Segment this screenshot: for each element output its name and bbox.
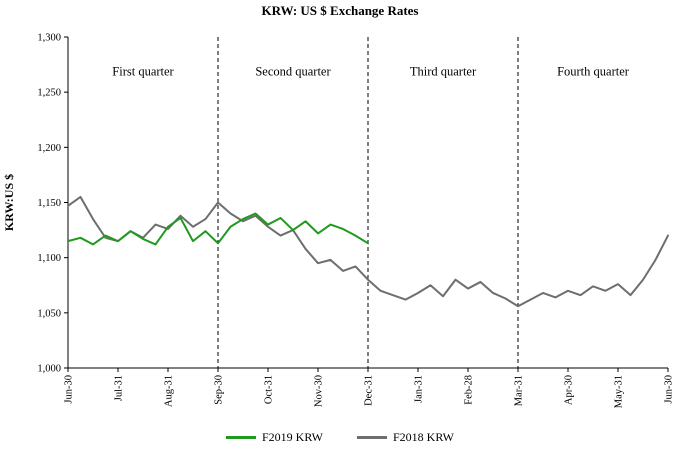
x-tick-label: May-31 bbox=[614, 375, 625, 408]
x-tick-label: Nov-30 bbox=[314, 375, 325, 407]
chart-legend: F2019 KRW F2018 KRW bbox=[0, 426, 680, 448]
legend-line-swatch-f2018 bbox=[357, 435, 387, 439]
legend-line-swatch-f2019 bbox=[225, 435, 256, 439]
chart-plot-area: First quarter Second quarter Third quarter… bbox=[2, 33, 675, 409]
y-tick-label: 1,250 bbox=[37, 88, 61, 99]
y-tick-label: 1,150 bbox=[37, 198, 61, 209]
x-tick-label: Feb-28 bbox=[464, 375, 475, 405]
chart-title: KRW: US $ Exchange Rates bbox=[261, 3, 419, 18]
series-line-f2019-krw bbox=[67, 212, 369, 246]
quarter-label-0: First quarter bbox=[112, 65, 174, 79]
x-tick-label: Dec-31 bbox=[364, 375, 375, 406]
y-tick-label: 1,200 bbox=[37, 143, 61, 154]
legend-label-f2018: F2018 KRW bbox=[393, 429, 455, 444]
y-tick-label: 1,050 bbox=[37, 308, 61, 319]
legend-item-f2019: F2019 KRW bbox=[225, 429, 323, 445]
y-axis-title: KRW:US $ bbox=[2, 174, 16, 231]
x-tick-label: Jan-31 bbox=[414, 375, 425, 403]
x-tick-label: Sep-30 bbox=[214, 375, 225, 405]
x-tick-label: Jun-30 bbox=[64, 375, 75, 404]
y-tick-label: 1,000 bbox=[37, 364, 61, 375]
x-tick-label: Aug-31 bbox=[164, 375, 175, 407]
legend-label-f2019: F2019 KRW bbox=[261, 429, 323, 444]
y-tick-label: 1,300 bbox=[37, 33, 61, 44]
legend-item-f2018: F2018 KRW bbox=[357, 430, 454, 445]
x-tick-label: Jun-30 bbox=[664, 375, 675, 404]
quarter-label-2: Third quarter bbox=[410, 65, 477, 79]
x-tick-label: Jul-31 bbox=[114, 375, 125, 401]
series-line-f2018-krw bbox=[67, 195, 669, 308]
x-tick-label: Apr-30 bbox=[564, 375, 575, 405]
x-tick-label: Mar-31 bbox=[514, 375, 525, 406]
y-tick-label: 1,100 bbox=[37, 253, 61, 264]
quarter-label-1: Second quarter bbox=[255, 65, 331, 79]
quarter-label-3: Fourth quarter bbox=[557, 65, 630, 79]
x-tick-label: Oct-31 bbox=[264, 375, 275, 404]
